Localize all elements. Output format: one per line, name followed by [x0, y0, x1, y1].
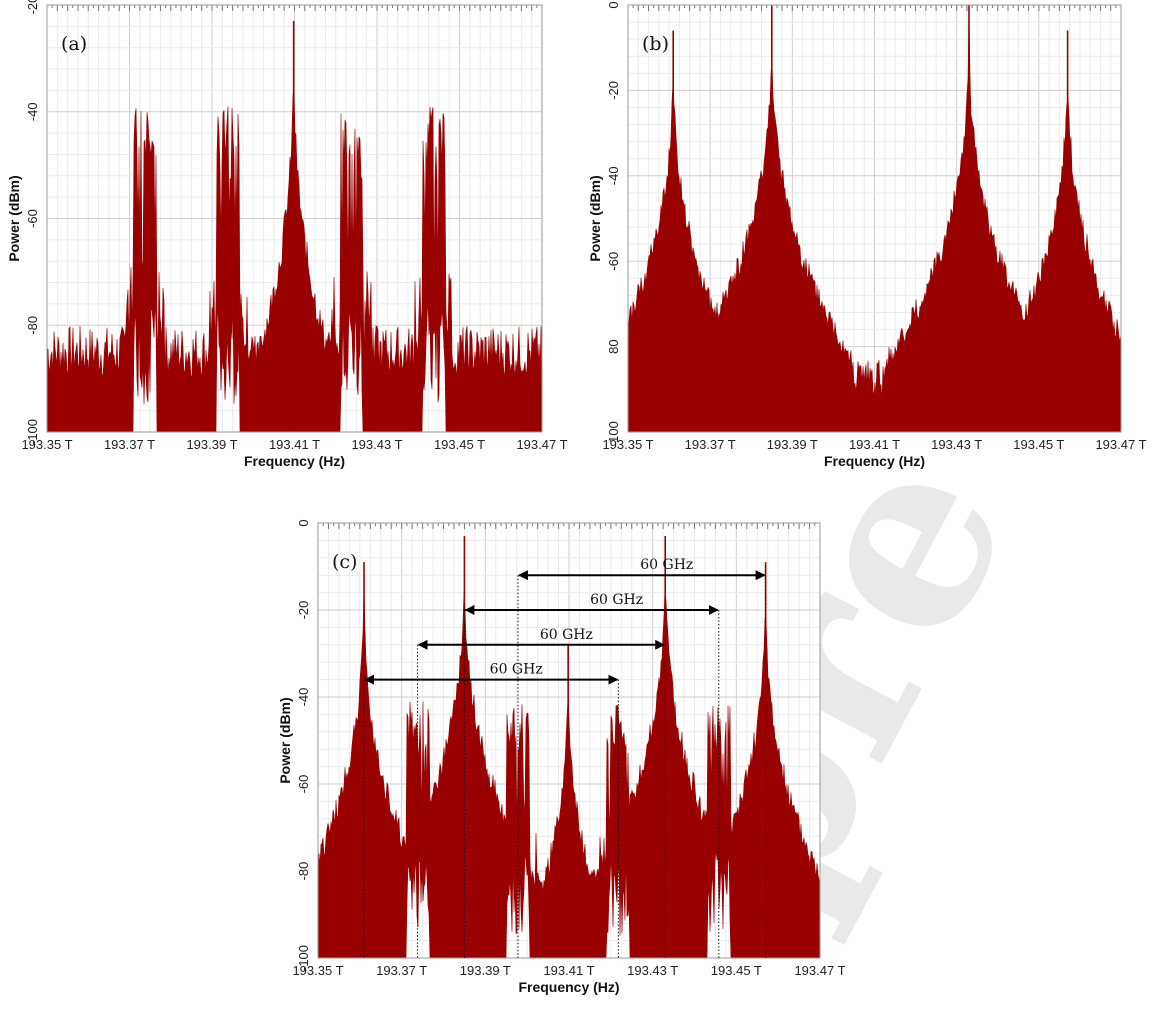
- x-tick-label: 193.37 T: [685, 437, 736, 452]
- chart-panel-a: 193.35 T 193.37 T 193.39 T 193.41 T 193.43 T…: [6, 0, 568, 469]
- x-tick-label: 193.47 T: [516, 437, 567, 452]
- panel-label-b: (b): [642, 33, 669, 55]
- y-axis-title-b: Power (dBm): [587, 175, 603, 261]
- x-tick-label: 193.43 T: [627, 963, 678, 978]
- annotations-c: 60 GHz 60 GHz 60 GHz 60 GHz: [363, 557, 767, 958]
- x-tick-label: 193.45 T: [1013, 437, 1064, 452]
- y-tick-label: 100: [606, 421, 621, 443]
- y-tick-label: -80: [296, 862, 311, 881]
- x-tick-label: 193.39 T: [767, 437, 818, 452]
- y-tick-label: -20: [25, 0, 40, 14]
- x-tick-label: 193.35 T: [21, 437, 72, 452]
- x-tick-label: 193.35 T: [292, 963, 343, 978]
- x-tick-label: 193.41 T: [269, 437, 320, 452]
- x-tick-labels-b: 193.35 T 193.37 T 193.39 T 193.41 T 193.43 T…: [602, 437, 1146, 452]
- x-tick-label: 193.35 T: [602, 437, 653, 452]
- spacing-label: 60 GHz: [490, 662, 543, 678]
- x-axis-title-b: Frequency (Hz): [824, 453, 925, 469]
- y-tick-label: -60: [606, 252, 621, 271]
- y-tick-label: -20: [296, 601, 311, 620]
- x-tick-label: 193.41 T: [849, 437, 900, 452]
- x-tick-labels-a: 193.35 T 193.37 T 193.39 T 193.41 T 193.43 T…: [21, 437, 567, 452]
- y-tick-label: -100: [296, 945, 311, 971]
- spacing-label: 60 GHz: [640, 557, 693, 573]
- y-tick-label: -60: [25, 209, 40, 228]
- x-tick-labels-c: 193.35 T 193.37 T 193.39 T 193.41 T 193.43 T…: [292, 963, 845, 978]
- x-tick-label: 193.45 T: [434, 437, 485, 452]
- y-tick-label: -100: [25, 419, 40, 445]
- y-tick-label: -60: [296, 775, 311, 794]
- x-tick-label: 193.47 T: [794, 963, 845, 978]
- plot-frame-b: [627, 4, 1122, 433]
- x-tick-label: 193.43 T: [931, 437, 982, 452]
- x-axis-title-c: Frequency (Hz): [518, 979, 619, 995]
- x-tick-label: 193.39 T: [460, 963, 511, 978]
- y-tick-labels-c: -100 -80 -60 -40 -20 0: [296, 519, 311, 971]
- x-tick-label: 193.37 T: [376, 963, 427, 978]
- plot-frame-a: [46, 4, 543, 433]
- x-tick-label: 193.37 T: [104, 437, 155, 452]
- chart-panel-b: 193.35 T 193.37 T 193.39 T 193.41 T 193.43 T…: [587, 1, 1147, 469]
- x-tick-label: 193.41 T: [543, 963, 594, 978]
- y-tick-label: -20: [606, 81, 621, 100]
- y-axis-title-a: Power (dBm): [6, 175, 22, 261]
- x-tick-label: 193.47 T: [1095, 437, 1146, 452]
- x-tick-label: 193.43 T: [351, 437, 402, 452]
- y-tick-label: 0: [606, 1, 621, 8]
- x-tick-label: 193.45 T: [711, 963, 762, 978]
- y-tick-label: -40: [25, 102, 40, 121]
- y-axis-title-c: Power (dBm): [277, 697, 293, 783]
- y-tick-labels-b: 100 80 -60 -40 -20 0: [606, 1, 621, 442]
- y-tick-label: -40: [606, 166, 621, 185]
- y-tick-label: 80: [606, 339, 621, 353]
- spacing-label: 60 GHz: [540, 627, 593, 643]
- y-tick-label: 0: [296, 519, 311, 526]
- x-tick-label: 193.39 T: [186, 437, 237, 452]
- y-tick-labels-a: -100 -80 -60 -40 -20: [25, 0, 40, 445]
- y-tick-label: -80: [25, 316, 40, 335]
- plot-frame-c: [317, 522, 821, 959]
- panel-label-a: (a): [61, 33, 87, 55]
- x-axis-title-a: Frequency (Hz): [244, 453, 345, 469]
- chart-panel-c: 193.35 T 193.37 T 193.39 T 193.41 T 193.43 T…: [277, 519, 846, 995]
- y-tick-label: -40: [296, 688, 311, 707]
- spacing-label: 60 GHz: [590, 592, 643, 608]
- panel-label-c: (c): [332, 551, 357, 573]
